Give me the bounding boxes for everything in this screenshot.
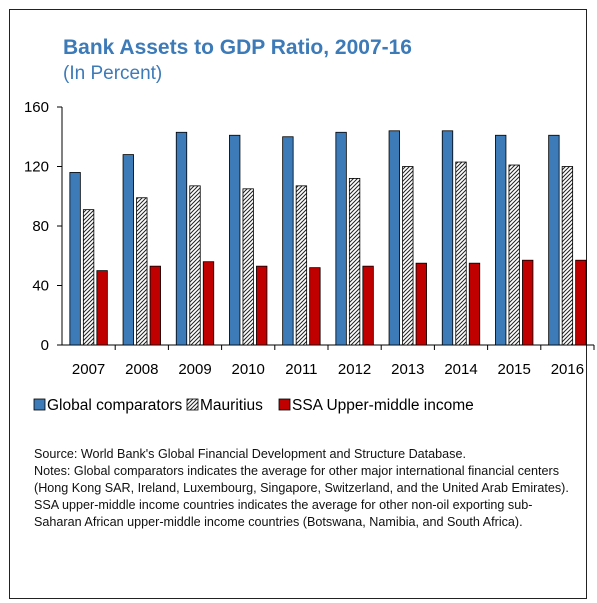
bar-ssa-upper-middle-income-2010 xyxy=(256,265,268,346)
legend-swatch xyxy=(33,398,46,411)
bar-global-comparators-2016 xyxy=(548,134,560,346)
y-tick-label: 80 xyxy=(32,218,49,235)
bar-mauritius-2010 xyxy=(242,188,254,346)
x-tick-label: 2009 xyxy=(178,361,211,378)
x-tick-label: 2014 xyxy=(444,361,477,378)
legend-label: SSA Upper-middle income xyxy=(292,397,474,414)
bar-mauritius-2008 xyxy=(136,197,148,346)
bar-mauritius-2009 xyxy=(189,185,201,346)
bars xyxy=(69,130,587,346)
x-tick-label: 2008 xyxy=(125,361,158,378)
legend-swatch xyxy=(186,398,199,411)
bar-ssa-upper-middle-income-2012 xyxy=(362,265,374,346)
bar-global-comparators-2009 xyxy=(175,131,188,346)
legend-label: Mauritius xyxy=(200,397,263,414)
x-tick-label: 2010 xyxy=(232,361,265,378)
bar-ssa-upper-middle-income-2015 xyxy=(522,259,534,346)
bar-mauritius-2007 xyxy=(82,209,95,346)
x-tick-label: 2016 xyxy=(551,361,584,378)
bar-global-comparators-2015 xyxy=(495,134,507,346)
y-tick-label: 40 xyxy=(32,278,49,295)
bar-ssa-upper-middle-income-2014 xyxy=(468,262,481,346)
bar-mauritius-2015 xyxy=(508,164,520,346)
legend: Global comparators Mauritius SSA Upper-mid… xyxy=(33,397,474,414)
bar-global-comparators-2008 xyxy=(122,154,134,346)
bar-mauritius-2016 xyxy=(561,166,574,346)
bar-global-comparators-2007 xyxy=(69,172,81,346)
y-tick-label: 120 xyxy=(24,159,49,176)
source-note: Source: World Bank's Global Financial De… xyxy=(34,447,466,461)
chart-subtitle: (In Percent) xyxy=(63,63,163,84)
y-tick-label: 0 xyxy=(41,337,49,354)
bar-global-comparators-2011 xyxy=(282,136,294,346)
bar-ssa-upper-middle-income-2008 xyxy=(149,265,161,346)
bar-global-comparators-2010 xyxy=(229,134,241,346)
bar-ssa-upper-middle-income-2016 xyxy=(575,259,587,346)
legend-swatch xyxy=(278,398,291,411)
x-tick-label: 2011 xyxy=(285,361,317,378)
axes: 0 40 80 120 160 2007 2008 2009 2010 2011 2012 2013 2… xyxy=(24,99,595,378)
x-tick-label: 2007 xyxy=(72,361,105,378)
legend-label: Global comparators xyxy=(47,397,183,414)
x-tick-label: 2015 xyxy=(498,361,531,378)
chart-title: Bank Assets to GDP Ratio, 2007-16 xyxy=(63,36,412,59)
bar-ssa-upper-middle-income-2011 xyxy=(309,267,321,346)
bar-mauritius-2014 xyxy=(455,161,467,346)
bar-mauritius-2013 xyxy=(402,166,414,346)
bar-global-comparators-2014 xyxy=(441,130,454,346)
x-tick-label: 2012 xyxy=(338,361,371,378)
notes: Source: World Bank's Global Financial De… xyxy=(34,446,579,531)
x-tick-label: 2013 xyxy=(391,361,424,378)
bar-ssa-upper-middle-income-2013 xyxy=(415,262,427,346)
bar-global-comparators-2012 xyxy=(335,131,347,346)
y-tick-label: 160 xyxy=(24,99,49,116)
notes-text: Notes: Global comparators indicates the … xyxy=(34,464,569,529)
bar-global-comparators-2013 xyxy=(388,130,400,346)
bar-mauritius-2012 xyxy=(348,177,361,346)
bar-ssa-upper-middle-income-2007 xyxy=(96,270,108,346)
bar-ssa-upper-middle-income-2009 xyxy=(202,261,215,346)
bar-mauritius-2011 xyxy=(295,185,308,346)
